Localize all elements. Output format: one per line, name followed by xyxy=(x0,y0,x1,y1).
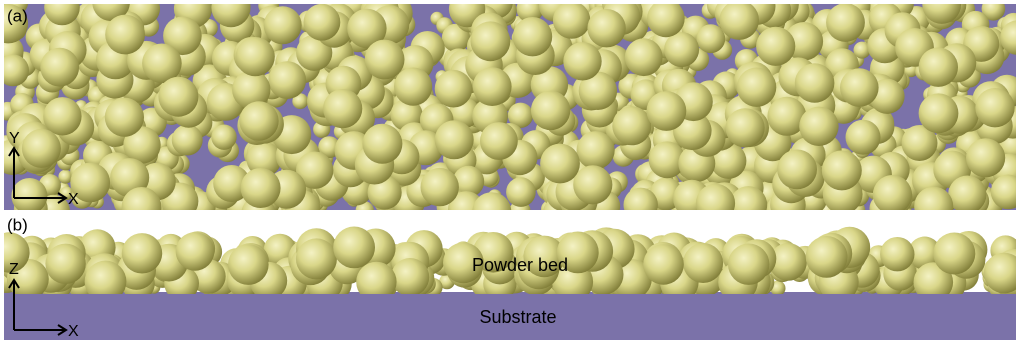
particle xyxy=(777,150,817,190)
particle xyxy=(664,32,699,67)
particle xyxy=(726,108,765,147)
panel-label: (b) xyxy=(7,215,28,234)
particle xyxy=(40,48,79,87)
particle xyxy=(531,91,570,130)
figure: (a) (b) Y X Z X Powder bed Substrate xyxy=(0,0,1019,343)
particle xyxy=(268,61,306,99)
particle xyxy=(647,0,685,37)
particle xyxy=(919,47,958,86)
particle xyxy=(683,243,723,283)
particle xyxy=(728,244,769,285)
particle xyxy=(11,178,47,214)
powder-bed-label: Powder bed xyxy=(472,255,568,275)
particle xyxy=(625,38,663,76)
particle xyxy=(587,9,625,47)
particle xyxy=(394,68,432,106)
particle xyxy=(158,77,198,117)
particle xyxy=(612,106,651,145)
particle xyxy=(795,63,835,103)
particle xyxy=(826,3,865,42)
particle xyxy=(563,42,601,80)
particle xyxy=(122,187,162,227)
particle xyxy=(919,93,959,133)
particle xyxy=(540,144,580,184)
particle xyxy=(948,176,986,214)
particle xyxy=(624,188,658,222)
particle xyxy=(228,244,269,285)
particle xyxy=(471,21,511,61)
particle xyxy=(435,70,473,108)
axis-label: X xyxy=(68,323,79,340)
particle xyxy=(696,24,725,53)
particle xyxy=(573,165,612,204)
particle xyxy=(730,186,768,224)
particle xyxy=(304,4,341,41)
particle xyxy=(806,236,848,278)
particle xyxy=(873,175,912,214)
particle xyxy=(480,122,518,160)
particle xyxy=(799,107,838,146)
particle xyxy=(435,120,474,159)
particle xyxy=(696,184,735,223)
particle xyxy=(211,125,236,150)
particle xyxy=(975,88,1014,127)
particle xyxy=(264,6,302,44)
particle xyxy=(365,40,405,80)
particle xyxy=(643,244,684,285)
particle xyxy=(966,138,1005,177)
panel-label: (a) xyxy=(7,6,28,25)
particle xyxy=(822,150,862,190)
particle xyxy=(362,124,402,164)
particle xyxy=(176,232,215,271)
particle xyxy=(472,192,511,231)
particle xyxy=(737,68,776,107)
particle xyxy=(323,89,362,128)
particle xyxy=(933,233,975,275)
particle xyxy=(719,0,759,40)
particle xyxy=(840,68,879,107)
axis-label: X xyxy=(68,191,79,208)
particle xyxy=(756,27,795,66)
particle xyxy=(239,101,278,140)
particle xyxy=(513,17,552,56)
particle xyxy=(22,129,61,168)
particle xyxy=(241,168,281,208)
particle xyxy=(391,258,429,296)
particle xyxy=(122,233,162,273)
axis-label: Z xyxy=(9,261,19,278)
particle xyxy=(647,91,687,131)
particle xyxy=(880,237,914,271)
particle xyxy=(43,97,81,135)
particle xyxy=(914,187,953,226)
particle xyxy=(421,168,459,206)
particle xyxy=(506,177,536,207)
particle xyxy=(333,227,375,269)
particle xyxy=(236,37,275,76)
axis-label: Y xyxy=(9,130,20,147)
particle xyxy=(105,15,145,55)
particle xyxy=(105,98,144,137)
particle xyxy=(473,67,512,106)
particle xyxy=(846,120,881,155)
particle xyxy=(45,244,85,284)
particle xyxy=(296,238,337,279)
particle xyxy=(577,131,615,169)
particle xyxy=(172,125,203,156)
substrate-label: Substrate xyxy=(479,307,556,327)
particle xyxy=(553,1,590,38)
